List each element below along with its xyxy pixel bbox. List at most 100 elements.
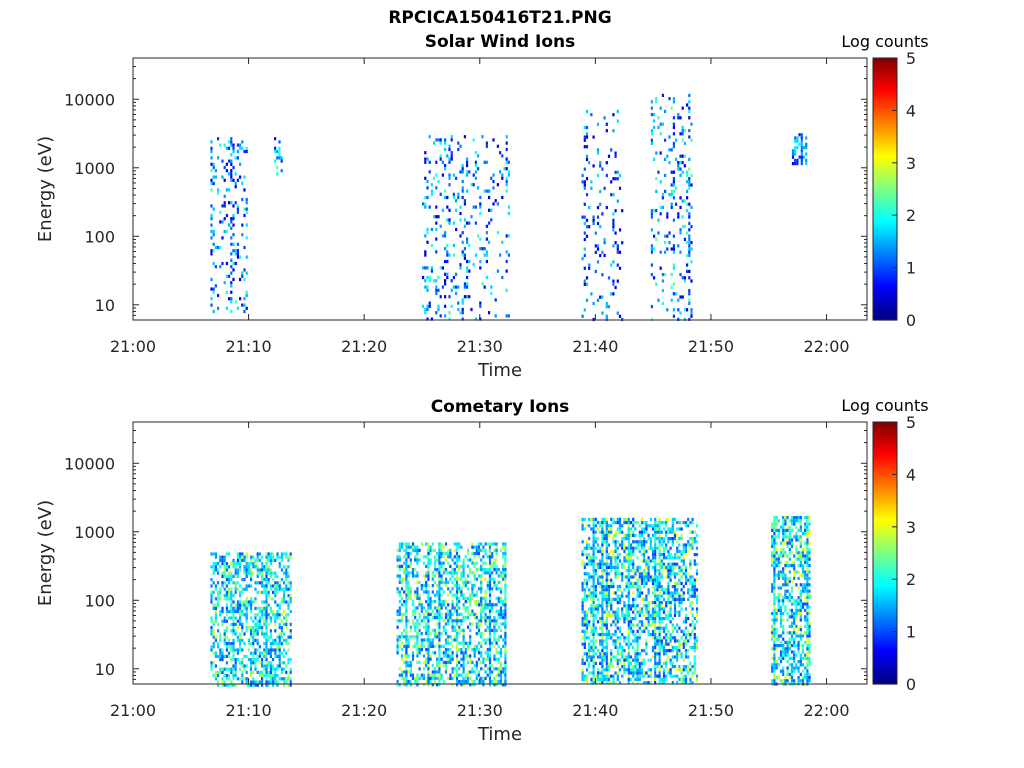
heatmap-cell — [245, 610, 248, 614]
heatmap-cell — [426, 240, 429, 244]
heatmap-cell — [627, 581, 630, 585]
heatmap-cell — [225, 578, 228, 582]
heatmap-cell — [440, 574, 443, 578]
heatmap-cell — [245, 306, 248, 310]
heatmap-cell — [444, 234, 447, 238]
heatmap-cell — [682, 665, 685, 669]
heatmap-cell — [453, 577, 456, 581]
heatmap-cell — [267, 613, 270, 617]
heatmap-cell — [256, 606, 259, 610]
heatmap-cell — [451, 622, 454, 626]
heatmap-cell — [250, 674, 253, 678]
heatmap-cell — [678, 626, 681, 630]
heatmap-cell — [214, 587, 217, 591]
heatmap-cell — [479, 205, 482, 209]
heatmap-cell — [676, 658, 679, 662]
heatmap-cell — [502, 622, 505, 626]
heatmap-cell — [625, 537, 628, 541]
heatmap-cell — [605, 521, 608, 525]
heatmap-cell — [777, 605, 780, 609]
heatmap-cell — [272, 613, 275, 617]
heatmap-cell — [283, 683, 286, 687]
heatmap-cell — [455, 654, 459, 658]
heatmap-cell — [585, 540, 589, 544]
heatmap-cell — [459, 211, 462, 216]
heatmap-cell — [693, 562, 696, 566]
heatmap-cell — [592, 569, 595, 573]
heatmap-cell — [664, 189, 667, 193]
heatmap-cell — [672, 125, 675, 129]
heatmap-cell — [405, 667, 408, 671]
heatmap-cell — [217, 191, 220, 195]
heatmap-cell — [234, 683, 237, 687]
heatmap-cell — [217, 603, 220, 607]
heatmap-cell — [212, 645, 215, 649]
heatmap-cell — [687, 633, 690, 637]
heatmap-cell — [425, 609, 428, 613]
heatmap-cell — [462, 571, 465, 575]
heatmap-cell — [627, 620, 630, 624]
heatmap-cell — [664, 273, 667, 277]
heatmap-cell — [475, 667, 478, 671]
heatmap-cell — [473, 612, 476, 616]
heatmap-cell — [581, 674, 584, 678]
heatmap-cell — [636, 639, 639, 643]
heatmap-cell — [585, 620, 589, 624]
heatmap-cell — [241, 140, 244, 144]
heatmap-cell — [438, 545, 441, 549]
heatmap-cell — [438, 561, 441, 565]
x-tick-label: 22:00 — [803, 337, 849, 356]
heatmap-cell — [695, 546, 699, 550]
heatmap-cell — [625, 581, 628, 585]
heatmap-cell — [590, 633, 593, 637]
heatmap-cell — [422, 673, 426, 677]
heatmap-cell — [274, 648, 277, 652]
heatmap-cell — [283, 597, 286, 601]
heatmap-cell — [230, 153, 233, 157]
heatmap-cell — [232, 149, 235, 154]
heatmap-cell — [236, 207, 239, 211]
heatmap-cell — [623, 556, 626, 560]
heatmap-cell — [212, 622, 215, 626]
heatmap-cell — [794, 136, 797, 140]
heatmap-cell — [250, 616, 253, 620]
heatmap-cell — [664, 234, 667, 238]
heatmap-cell — [605, 610, 608, 614]
heatmap-cell — [610, 633, 613, 637]
heatmap-cell — [461, 179, 464, 184]
heatmap-cell — [422, 606, 426, 610]
heatmap-cell — [658, 549, 661, 553]
heatmap-cell — [773, 615, 776, 619]
heatmap-cell — [214, 565, 217, 569]
heatmap-cell — [625, 585, 628, 589]
heatmap-cell — [616, 527, 619, 531]
heatmap-cell — [656, 581, 659, 585]
heatmap-cell — [473, 616, 476, 620]
heatmap-cell — [614, 572, 617, 576]
heatmap-cell — [499, 574, 503, 578]
heatmap-cell — [607, 610, 611, 614]
heatmap-cell — [447, 635, 450, 639]
heatmap-cell — [684, 575, 688, 579]
heatmap-cell — [688, 157, 691, 161]
heatmap-cell — [228, 571, 231, 575]
heatmap-cell — [241, 610, 244, 614]
heatmap-cell — [695, 540, 699, 544]
heatmap-cell — [773, 663, 776, 667]
heatmap-cell — [435, 160, 438, 164]
heatmap-cell — [656, 578, 659, 582]
heatmap-cell — [458, 564, 461, 568]
heatmap-cell — [418, 580, 421, 584]
heatmap-cell — [439, 154, 442, 158]
heatmap-cell — [243, 603, 246, 607]
heatmap-cell — [658, 546, 661, 550]
heatmap-cell — [276, 613, 279, 617]
heatmap-cell — [230, 562, 233, 566]
heatmap-cell — [623, 658, 626, 662]
heatmap-cell — [425, 651, 428, 655]
heatmap-cell — [695, 524, 699, 528]
heatmap-cell — [396, 635, 399, 639]
heatmap-cell — [592, 572, 595, 576]
heatmap-cell — [585, 629, 589, 633]
heatmap-cell — [612, 553, 615, 557]
